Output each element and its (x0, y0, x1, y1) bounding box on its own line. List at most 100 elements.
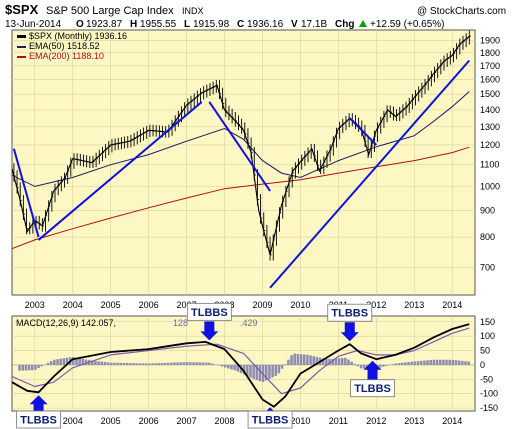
histogram-bar (359, 364, 363, 369)
quote-close-label: C (237, 19, 244, 30)
macd-x-tick: 2008 (215, 416, 235, 426)
histogram-bar (356, 364, 360, 367)
legend-swatch-ema200 (17, 56, 26, 58)
price-y-tick: 1100 (480, 160, 499, 170)
histogram-bar (160, 362, 164, 365)
price-y-tick: 1600 (480, 75, 500, 85)
histogram-bar (429, 359, 432, 365)
histogram-bar (290, 355, 293, 365)
price-y-tick: 700 (480, 262, 495, 272)
histogram-bar (185, 362, 189, 365)
histogram-bar (445, 359, 448, 365)
macd-y-tick: 150 (480, 317, 495, 327)
histogram-bar (46, 362, 50, 365)
histogram-bar (448, 359, 451, 365)
tlbbs-callout: TLBBS (350, 360, 395, 398)
histogram-bar (340, 358, 344, 365)
histogram-bar (378, 364, 382, 368)
price-gridlines (12, 30, 475, 295)
histogram-bar (119, 362, 123, 365)
macd-x-tick: 2006 (139, 416, 159, 426)
macd-y-tick: -50 (480, 374, 493, 384)
trendline (349, 117, 378, 146)
price-y-tick: 900 (480, 205, 495, 215)
histogram-bar (113, 362, 116, 365)
histogram-bar (78, 358, 81, 365)
histogram-bar (106, 362, 110, 365)
price-y-tick: 1500 (480, 89, 500, 99)
up-arrow-icon (359, 20, 367, 27)
histogram-bar (464, 361, 467, 365)
histogram-bar (18, 364, 21, 371)
histogram-bar (302, 354, 306, 365)
histogram-bar (400, 362, 404, 365)
callout-label: TLBBS (191, 307, 228, 319)
macd-x-axis: 2003200420052006200720082009201020112012… (25, 416, 462, 426)
histogram-bar (230, 364, 233, 370)
quote-high-label: H (130, 19, 137, 30)
histogram-bar (37, 364, 40, 369)
price-y-tick: 1700 (480, 61, 500, 71)
quote-change-label: Chg (335, 19, 354, 30)
macd-x-tick: 2010 (290, 416, 310, 426)
price-x-tick: 2009 (252, 300, 272, 310)
legend-swatch-price (17, 35, 26, 38)
histogram-bar (227, 364, 230, 369)
histogram-bar (151, 363, 154, 365)
quote-row: 13-Jun-2014 O 1923.87 H 1955.55 L 1915.9… (5, 19, 445, 30)
trendline (269, 59, 471, 289)
histogram-bar (198, 362, 202, 365)
histogram-bar (274, 364, 278, 376)
macd-legend-label: MACD(12,26,9) 142.057, (16, 318, 116, 328)
quote-change-value: +12.59 (+0.65%) (370, 19, 445, 30)
histogram-bar (129, 363, 132, 365)
macd-x-tick: 2007 (177, 416, 197, 426)
histogram-bar (217, 364, 221, 366)
macd-x-tick: 2005 (101, 416, 121, 426)
histogram-bar (454, 360, 458, 365)
price-y-tick: 1200 (480, 140, 500, 150)
macd-x-tick: 2013 (404, 416, 424, 426)
histogram-bar (56, 359, 59, 365)
histogram-bar (242, 364, 246, 375)
histogram-bar (467, 361, 470, 365)
symbol-title: $SPX (5, 2, 39, 17)
histogram-bar (163, 362, 167, 365)
histogram-bar (353, 363, 357, 365)
price-y-tick: 1800 (480, 48, 500, 58)
trendline (12, 148, 40, 238)
index-name: S&P 500 Large Cap Index (46, 5, 174, 17)
histogram-bar (461, 360, 464, 365)
legend-ema200: EMA(200) 1188.10 (29, 51, 104, 61)
histogram-bar (141, 363, 145, 365)
histogram-bar (394, 363, 398, 365)
quote-volume-label: V (291, 19, 298, 30)
price-y-axis: 700 800 900 1000 1100 1200 1300 1400 1500 1600 170… (480, 36, 500, 273)
callout-arrow-icon (363, 360, 382, 380)
histogram-bar (435, 359, 439, 365)
macd-y-tick: 0 (480, 360, 485, 370)
callout-box (186, 302, 232, 321)
ema50-line (11, 91, 470, 187)
histogram-bar (220, 364, 224, 367)
histogram-bar (350, 361, 353, 365)
histogram-bar (404, 362, 407, 365)
histogram-bar (204, 362, 208, 365)
histogram-bar (325, 359, 328, 365)
trendline (208, 101, 271, 192)
ema200-line (11, 146, 470, 250)
callout-box (350, 379, 395, 398)
histogram-bar (280, 364, 284, 369)
tlbbs-callout: TLBBS (16, 395, 61, 429)
histogram-bar (419, 360, 423, 365)
macd-y-axis: 150 100 50 0 -50 -100 -150 (480, 317, 498, 413)
histogram-bar (347, 359, 350, 365)
histogram-bar (442, 359, 445, 365)
quote-close-value: 1936.16 (247, 19, 284, 30)
histogram-bar (97, 361, 100, 365)
histogram-bar (252, 364, 255, 379)
histogram-bar (457, 360, 461, 365)
histogram-bar (182, 362, 186, 365)
histogram-bar (331, 358, 334, 365)
histogram-bar (40, 364, 43, 367)
